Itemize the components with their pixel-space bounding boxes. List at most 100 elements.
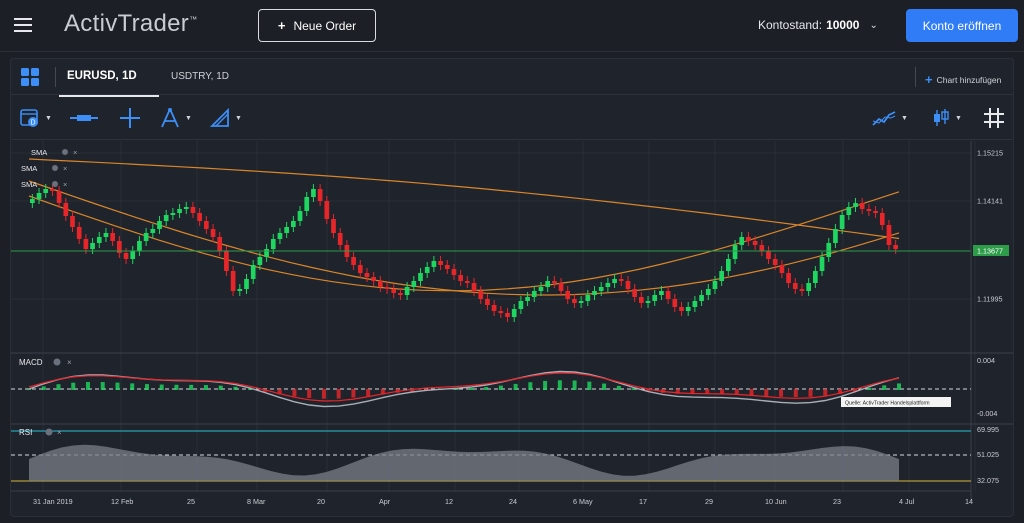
candle [692,296,698,312]
candle [438,256,443,270]
macd-histogram-bar [218,385,223,390]
candle [632,284,637,302]
macd-histogram-bar [823,389,828,396]
candle [585,290,591,306]
macd-histogram-bar [366,389,371,397]
macd-settings-icon[interactable] [53,358,61,366]
candle [598,282,604,296]
rsi-axis-label: 32.075 [977,476,999,485]
candle [411,276,417,292]
fibonacci-tool[interactable]: ▼ [159,106,192,130]
candle [30,194,35,208]
candle [665,286,671,304]
chevron-down-icon: ⌄ [869,19,878,31]
candle [759,240,765,256]
x-axis-label: 31 Jan 2019 [33,497,73,506]
candle [197,208,202,226]
candle [444,260,450,274]
candle [839,210,845,234]
candle [465,276,470,288]
candle [572,294,577,308]
close-icon[interactable]: × [63,180,67,189]
drawing-toolbar: D ▼ ▼ ▼ ▼ ▼ [11,96,1013,140]
macd-histogram-bar [793,389,798,398]
layout-grid-icon[interactable] [21,68,39,86]
macd-histogram-bar [115,382,120,390]
macd-histogram-bar [56,384,61,390]
crosshair-tool[interactable] [119,106,141,130]
candle [36,188,42,204]
rsi-settings-icon[interactable] [45,428,53,436]
candle [424,262,430,278]
macd-histogram-bar [602,383,607,390]
grid-toggle-tool[interactable] [983,106,1005,130]
candle [873,206,878,218]
macd-histogram-bar [675,389,680,394]
candle [538,282,544,296]
candle [297,206,303,226]
macd-histogram-bar [27,389,31,390]
sma-settings-icon[interactable] [52,181,58,187]
rsi-label: RSI [19,428,32,437]
new-order-button[interactable]: + Neue Order [258,9,376,42]
top-bar: ActivTrader™ + Neue Order Kontostand: 1000… [0,0,1024,52]
sma-label: SMA [21,180,37,189]
macd-histogram-bar [764,389,769,397]
close-icon[interactable]: × [63,164,67,173]
macd-histogram-bar [336,389,341,399]
candle [378,276,383,292]
pencil-ruler-icon [209,107,229,127]
candle [618,274,624,286]
candle [659,286,664,300]
candle [451,264,457,280]
macd-histogram-bar [705,389,710,395]
candle [143,228,149,246]
candle [766,246,771,264]
chart-area[interactable]: 1.15215 1.14141 1.13677 1.11995 SMA × SMA × SMA… [11,141,1013,518]
candle [792,278,798,294]
macd-histogram-bar [454,388,459,390]
trendline-tool[interactable]: ▼ [209,106,242,130]
candle [364,268,370,282]
candle [458,270,463,286]
tab-eurusd[interactable]: EURUSD, 1D [59,70,159,97]
macd-histogram-bar [484,387,489,390]
candle [277,228,283,244]
macd-axis-label: -0.004 [977,409,997,418]
candle [685,302,691,316]
close-icon[interactable]: × [57,428,62,437]
calendar-tool[interactable]: D ▼ [19,106,52,130]
macd-histogram-bar [307,389,312,398]
candle [639,292,644,308]
candle [565,286,571,304]
sma-line-mid [28,180,900,296]
candle [70,211,75,232]
candle [257,252,263,270]
candle [558,278,564,296]
close-icon[interactable]: × [67,358,72,367]
sma-settings-icon[interactable] [52,165,58,171]
macd-histogram-bar [100,382,105,390]
account-balance[interactable]: Kontostand: 10000 ⌄ [758,18,878,32]
candle [170,208,176,220]
calendar-icon: D [20,109,38,127]
close-icon[interactable]: × [73,148,77,157]
tab-usdtry[interactable]: USDTRY, 1D [171,71,229,82]
candle [398,288,403,300]
price-chart[interactable]: 1.15215 1.14141 1.13677 1.11995 SMA × SMA × SMA… [11,141,1013,518]
macd-histogram-bar [130,383,135,390]
candle [204,216,209,234]
macd-histogram-bar [277,389,282,395]
add-chart-button[interactable]: + Chart hinzufügen [925,72,1002,87]
menu-icon[interactable] [14,18,32,32]
horizontal-line-tool[interactable] [69,106,99,130]
sma-settings-icon[interactable] [62,149,68,155]
open-account-button[interactable]: Konto eröffnen [906,9,1018,42]
x-axis-label: 23 [833,497,841,506]
candle [264,244,269,262]
candle [772,254,778,270]
chart-type-tool[interactable]: ▼ [931,106,962,130]
candle [371,272,376,286]
indicators-tool[interactable]: ▼ [871,106,908,130]
horizontal-line-icon [70,115,98,121]
